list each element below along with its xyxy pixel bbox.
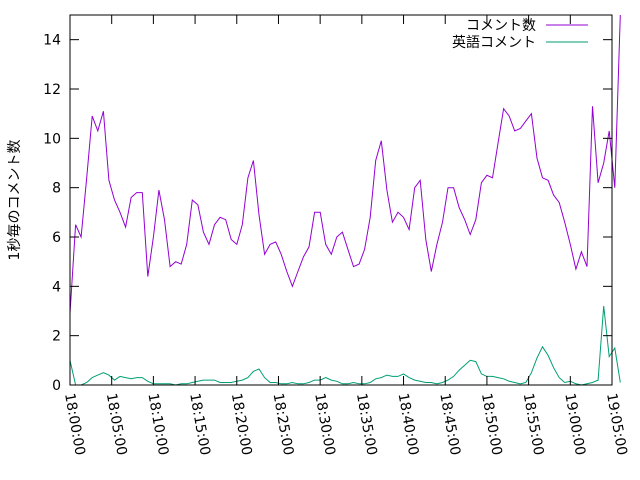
legend-label-1: コメント数 xyxy=(466,18,536,34)
x-tick-label: 18:30:00 xyxy=(311,392,338,457)
x-tick-label: 19:00:00 xyxy=(561,392,588,457)
x-tick-label: 19:05:00 xyxy=(603,392,630,457)
x-tick-label: 18:10:00 xyxy=(144,392,171,457)
x-tick-label: 18:35:00 xyxy=(353,392,380,457)
x-tick-label: 18:40:00 xyxy=(395,392,422,457)
y-tick-label: 10 xyxy=(43,131,61,147)
y-tick-label: 6 xyxy=(52,230,61,246)
x-axis: 18:00:00 18:05:00 18:10:00 18:15:00 18:20:00… xyxy=(61,15,630,457)
y-axis: 0 2 4 6 8 10 12 14 xyxy=(43,33,612,394)
y-tick-label: 2 xyxy=(52,329,61,345)
y-tick-label: 12 xyxy=(43,82,61,98)
plot-lines xyxy=(69,14,621,386)
x-tick-label: 18:45:00 xyxy=(436,392,463,457)
x-tick-label: 18:20:00 xyxy=(228,392,255,457)
y-tick-label: 8 xyxy=(52,181,61,197)
x-tick-label: 18:55:00 xyxy=(520,392,547,457)
legend-label-2: 英語コメント xyxy=(452,34,536,51)
x-tick-label: 18:25:00 xyxy=(270,392,297,457)
y-axis-title: 1秒毎のコメント数 xyxy=(7,140,23,261)
y-tick-label: 14 xyxy=(43,33,61,49)
y-tick-label: 4 xyxy=(52,279,61,295)
series-line-1 xyxy=(69,14,621,314)
x-tick-label: 18:50:00 xyxy=(478,392,505,457)
y-tick-label: 0 xyxy=(52,378,61,394)
x-tick-label: 18:05:00 xyxy=(103,392,130,457)
series-line-2 xyxy=(69,306,621,386)
plot-frame xyxy=(69,14,613,386)
x-tick-label: 18:15:00 xyxy=(186,392,213,457)
x-tick-label: 18:00:00 xyxy=(61,392,88,457)
